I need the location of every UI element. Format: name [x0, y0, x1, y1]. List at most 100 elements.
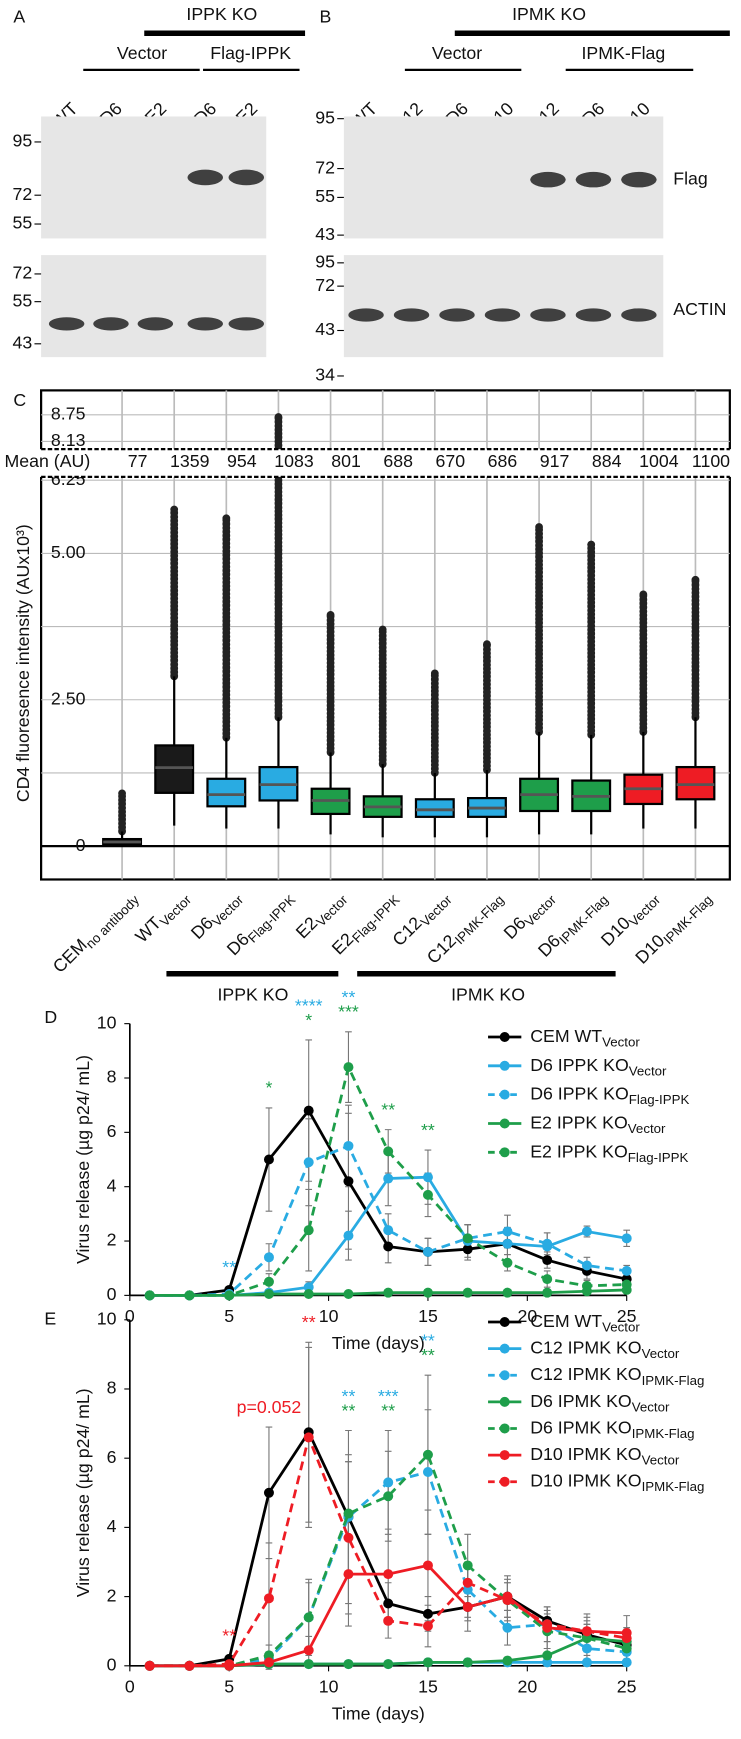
category-label-sub: IPMK-Flag [660, 892, 715, 947]
point [502, 1226, 513, 1237]
point [581, 1260, 592, 1271]
point [343, 1140, 354, 1151]
legend-entry-main: CEM WT [530, 1026, 602, 1046]
category-label: D10IPMK-Flag [631, 886, 715, 970]
x-tick-label: 25 [617, 1306, 637, 1326]
point [343, 1532, 354, 1543]
legend-entry: CEM WTVector [530, 1026, 640, 1049]
mean-value: 801 [331, 451, 361, 471]
point [422, 1246, 433, 1257]
legend-entry-sub: IPMK-Flag [642, 1479, 705, 1494]
point [542, 1619, 553, 1630]
point [263, 1276, 274, 1287]
subgroup-label: Vector [117, 43, 167, 63]
outlier-max [326, 610, 335, 619]
group-label: IPPK KO [217, 985, 288, 1005]
group-label: IPMK KO [451, 985, 525, 1005]
legend-entry: E2 IPPK KOVector [530, 1112, 666, 1135]
point [303, 1432, 314, 1443]
plot-frame [40, 389, 731, 881]
point [542, 1274, 553, 1285]
point [383, 1241, 394, 1252]
subgroup-label: IPMK-Flag [581, 43, 665, 63]
mw-marker: 43 [315, 319, 335, 339]
point [303, 1659, 314, 1670]
point [621, 1279, 632, 1290]
x-tick-label: 0 [125, 1306, 135, 1326]
point [263, 1252, 274, 1263]
point [422, 1657, 433, 1668]
y-axis-label: CD4 fluoresence intensity (AUx10³) [13, 524, 33, 802]
point [383, 1598, 394, 1609]
legend-marker [499, 1343, 510, 1354]
legend-entry: CEM WTVector [530, 1311, 640, 1334]
legend-marker [499, 1118, 510, 1129]
point [581, 1633, 592, 1644]
y-tick-label: 0 [76, 835, 86, 855]
legend-entry-sub: Vector [628, 1121, 666, 1136]
significance: *** [378, 1386, 399, 1406]
point [621, 1265, 632, 1276]
box [675, 765, 716, 801]
significance: ** [222, 1625, 236, 1645]
point [502, 1257, 513, 1268]
category-label-sub: no antibody [82, 892, 141, 951]
y-tick-label: 2.50 [51, 688, 86, 708]
point [422, 1287, 433, 1298]
legend-entry-sub: IPMK-Flag [642, 1372, 705, 1387]
y-tick-label: 10 [97, 1308, 117, 1328]
point [542, 1657, 553, 1668]
x-tick-label: 15 [418, 1306, 438, 1326]
point [224, 1290, 235, 1301]
mean-value: 1359 [170, 451, 210, 471]
category-label: C12IPMK-Flag [423, 886, 507, 970]
y-tick-label: 8 [107, 1067, 117, 1087]
point [343, 1508, 354, 1519]
category-label-sub: IPMK-Flag [452, 892, 507, 947]
legend-entry: D6 IPPK KOVector [530, 1054, 667, 1077]
band [530, 171, 566, 188]
subgroup-label: Vector [432, 43, 482, 63]
mean-value: 686 [488, 451, 518, 471]
legend-marker [499, 1396, 510, 1407]
legend-entry: E2 IPPK KOFlag-IPPK [530, 1141, 688, 1164]
point [502, 1238, 513, 1249]
point [581, 1657, 592, 1668]
mw-marker: 43 [13, 332, 33, 352]
point [343, 1289, 354, 1300]
band [348, 308, 384, 322]
legend-entry-main: C12 IPMK KO [530, 1364, 641, 1384]
outlier-max [639, 590, 648, 599]
mean-value: 670 [436, 451, 466, 471]
mean-value: 1004 [639, 451, 679, 471]
point [462, 1287, 473, 1298]
x-tick-label: 5 [224, 1677, 234, 1697]
legend-entry-sub: Vector [602, 1034, 640, 1049]
outlier-max [222, 514, 231, 523]
x-tick-label: 20 [517, 1677, 537, 1697]
band [484, 308, 521, 322]
point [621, 1643, 632, 1654]
y-tick-label: 8.13 [51, 430, 86, 450]
mw-marker: 95 [315, 107, 335, 127]
mw-marker: 95 [13, 131, 33, 151]
point [462, 1233, 473, 1244]
group-label: IPMK KO [512, 4, 586, 24]
point [383, 1287, 394, 1298]
point [383, 1491, 394, 1502]
y-tick-label: 8.75 [51, 404, 86, 424]
point [343, 1659, 354, 1670]
box [414, 798, 455, 818]
outlier-max [483, 640, 491, 649]
y-tick-label: 8 [107, 1378, 117, 1398]
category-label-sub: Vector [209, 891, 247, 929]
legend-entry-main: E2 IPPK KO [530, 1141, 628, 1161]
mean-value: 917 [540, 451, 570, 471]
legend-entry: C12 IPMK KOIPMK-Flag [530, 1364, 704, 1387]
point [263, 1593, 274, 1604]
point [383, 1659, 394, 1670]
legend-entry-sub: Flag-IPPK [629, 1092, 690, 1107]
blot [343, 255, 664, 358]
category-label-sub: Vector [626, 891, 664, 929]
